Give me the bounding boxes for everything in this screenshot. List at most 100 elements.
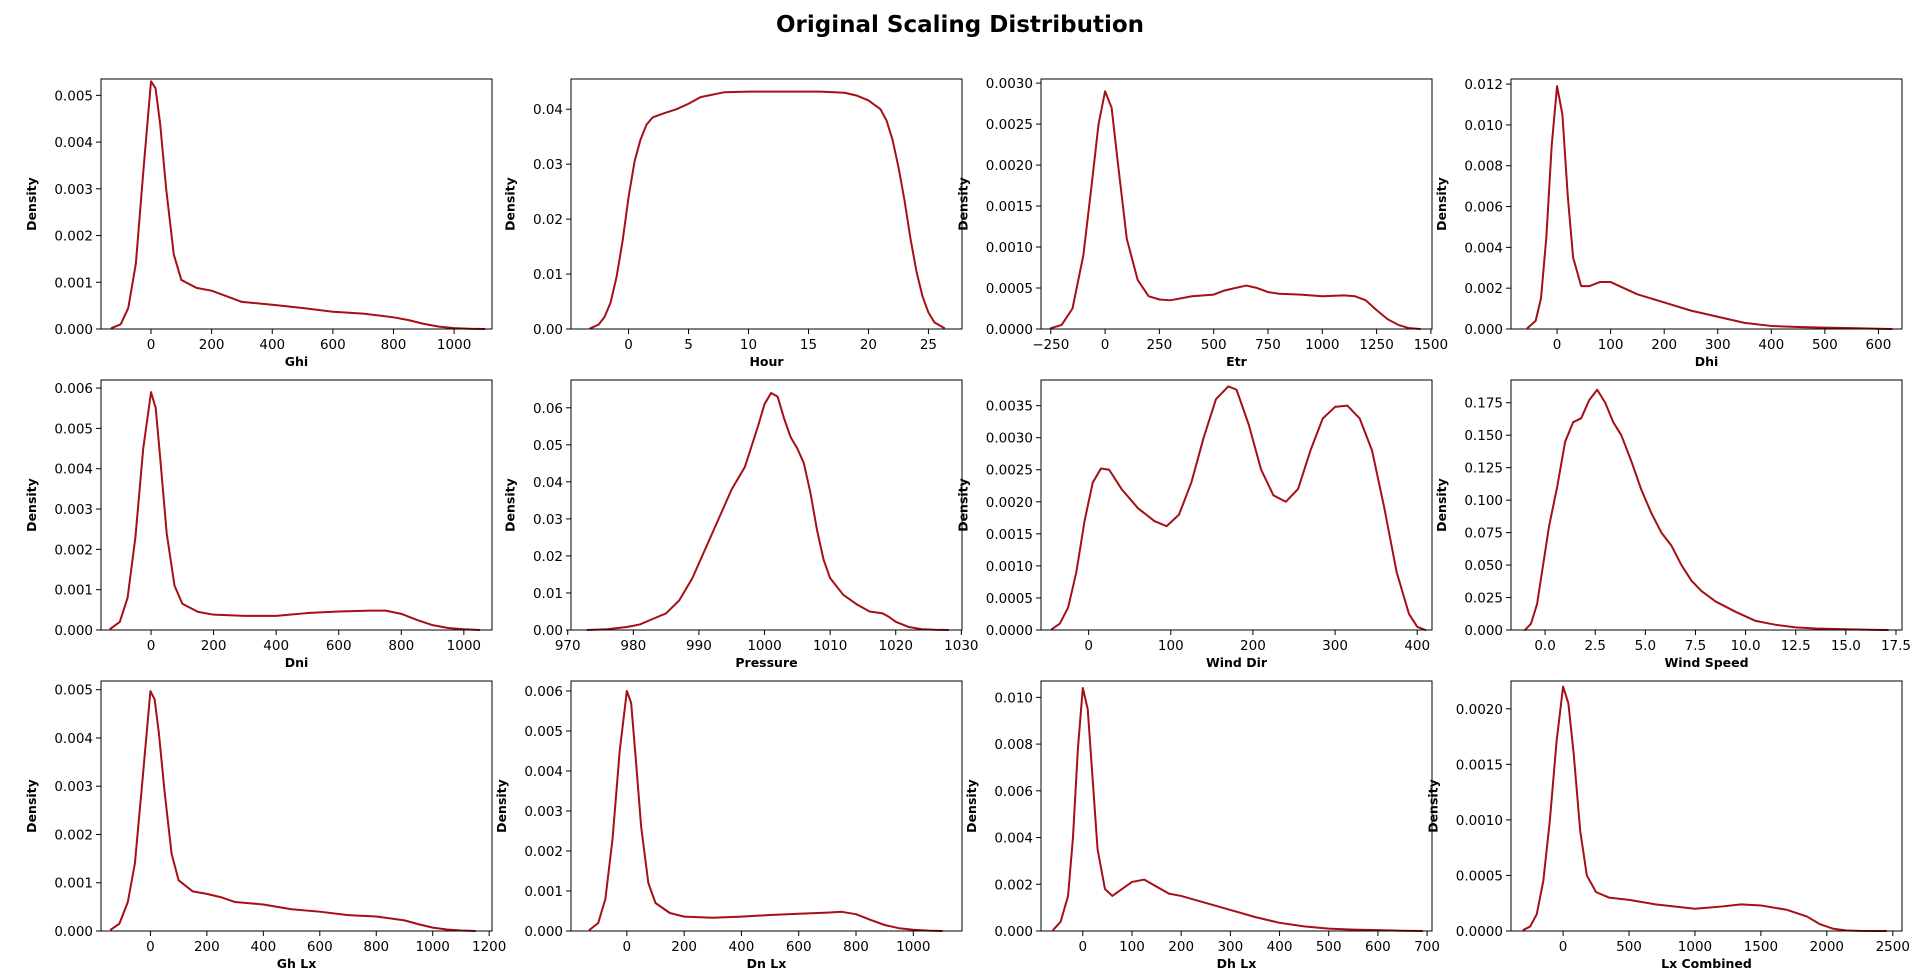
chart-11-xtick-label-5: 2500 xyxy=(1876,939,1910,955)
chart-7-xtick-label-4: 10.0 xyxy=(1731,638,1761,654)
chart-10-xtick-label-5: 500 xyxy=(1316,939,1342,955)
chart-6-ylabel: Density xyxy=(955,478,970,532)
chart-2-axes-frame xyxy=(1040,78,1433,330)
chart-7-ytick-label-5: 0.125 xyxy=(1464,461,1503,477)
chart-2-xtick-label-6: 1250 xyxy=(1359,337,1393,353)
chart-1-density-line xyxy=(589,90,946,330)
chart-7-xtick-label-5: 12.5 xyxy=(1781,638,1811,654)
chart-0-density-line xyxy=(110,80,486,330)
chart-11-ytick-label-1: 0.0005 xyxy=(1456,868,1503,884)
chart-2-xtick-label-4: 750 xyxy=(1255,337,1281,353)
chart-4-axes-frame xyxy=(100,379,493,631)
chart-6-ytick-label-6: 0.0030 xyxy=(986,431,1033,447)
chart-10-ytick-label-3: 0.006 xyxy=(994,784,1033,800)
chart-9-xtick-label-3: 600 xyxy=(786,939,812,955)
chart-1-xlabel: Hour xyxy=(749,354,784,369)
chart-3-density-line xyxy=(1526,85,1893,330)
chart-2-xtick-label-3: 500 xyxy=(1201,337,1227,353)
chart-8-density-line xyxy=(109,690,477,932)
chart-5-density-line xyxy=(586,391,950,631)
chart-3-xlabel: Dhi xyxy=(1695,354,1719,369)
chart-10-xtick-label-3: 300 xyxy=(1217,939,1243,955)
chart-11-ytick-label-4: 0.0020 xyxy=(1456,702,1503,718)
chart-6-xlabel: Wind Dir xyxy=(1206,655,1268,670)
chart-0-axes-frame xyxy=(100,78,493,330)
chart-5-xtick-label-6: 1030 xyxy=(944,638,978,654)
chart-2-xtick-label-2: 250 xyxy=(1146,337,1172,353)
chart-2-ytick-label-1: 0.0005 xyxy=(986,281,1033,297)
chart-10-ylabel: Density xyxy=(964,779,979,833)
chart-4: 0 200 400 600 800 1000 0.000 0.001 0.002 0.003 0.0… xyxy=(24,379,493,670)
chart-9-ytick-label-4: 0.004 xyxy=(524,764,563,780)
chart-4-xtick-label-5: 1000 xyxy=(447,638,481,654)
chart-3-ytick-label-1: 0.002 xyxy=(1464,281,1503,297)
chart-5-axes-frame xyxy=(570,379,963,631)
chart-9-ytick-label-2: 0.002 xyxy=(524,844,563,860)
chart-9-ytick-label-3: 0.003 xyxy=(524,804,563,820)
chart-9-ytick-label-5: 0.005 xyxy=(524,724,563,740)
chart-3-xtick-label-1: 100 xyxy=(1598,337,1624,353)
chart-4-ytick-label-4: 0.004 xyxy=(54,462,93,478)
chart-11-xtick-label-3: 1500 xyxy=(1744,939,1778,955)
chart-5-ylabel: Density xyxy=(503,478,518,532)
chart-1-axes-frame xyxy=(570,78,963,330)
chart-5-ytick-label-3: 0.03 xyxy=(533,512,563,528)
chart-10-xtick-label-2: 200 xyxy=(1168,939,1194,955)
chart-9-xtick-label-1: 200 xyxy=(671,939,697,955)
chart-0-ytick-label-1: 0.001 xyxy=(54,275,93,291)
chart-4-xlabel: Dni xyxy=(285,655,309,670)
chart-9-ytick-label-6: 0.006 xyxy=(524,684,563,700)
chart-7-xtick-label-2: 5.0 xyxy=(1635,638,1656,654)
chart-3-ytick-label-5: 0.010 xyxy=(1464,118,1503,134)
chart-0-xtick-label-0: 0 xyxy=(147,337,156,353)
chart-7-ylabel: Density xyxy=(1434,478,1449,532)
chart-5-ytick-label-5: 0.05 xyxy=(533,438,563,454)
chart-5-ytick-label-1: 0.01 xyxy=(533,586,563,602)
chart-8-ytick-label-1: 0.001 xyxy=(54,876,93,892)
chart-10-ytick-label-0: 0.000 xyxy=(994,924,1033,940)
chart-10-xtick-label-1: 100 xyxy=(1119,939,1145,955)
chart-0-ytick-label-2: 0.002 xyxy=(54,229,93,245)
chart-6-xtick-label-0: 0 xyxy=(1084,638,1093,654)
chart-4-ytick-label-5: 0.005 xyxy=(54,421,93,437)
chart-11-axes-frame xyxy=(1510,680,1903,932)
chart-7-axes-frame xyxy=(1510,379,1903,631)
chart-5-xtick-label-1: 980 xyxy=(620,638,646,654)
chart-9-xtick-label-4: 800 xyxy=(843,939,869,955)
chart-6-ytick-label-2: 0.0010 xyxy=(986,559,1033,575)
chart-3-ylabel: Density xyxy=(1434,177,1449,231)
chart-3: 0 100 200 300 400 500 600 0.000 0.002 0.004 0.006 0… xyxy=(1434,77,1903,369)
chart-1-ytick-label-1: 0.01 xyxy=(533,267,563,283)
chart-10-axes-frame xyxy=(1040,680,1433,932)
chart-8-ylabel: Density xyxy=(24,779,39,833)
chart-5-xtick-label-4: 1010 xyxy=(813,638,847,654)
chart-2-ytick-label-3: 0.0015 xyxy=(986,199,1033,215)
chart-1-xtick-label-5: 25 xyxy=(920,337,937,353)
chart-5-xtick-label-0: 970 xyxy=(555,638,581,654)
chart-5-xlabel: Pressure xyxy=(735,655,797,670)
chart-0-xlabel: Ghi xyxy=(285,354,308,369)
chart-9-density-line xyxy=(588,690,943,932)
chart-8-xtick-label-5: 1000 xyxy=(416,939,450,955)
chart-6-ytick-label-1: 0.0005 xyxy=(986,591,1033,607)
chart-8-ytick-label-0: 0.000 xyxy=(54,924,93,940)
chart-2-ylabel: Density xyxy=(955,177,970,231)
chart-0-ylabel: Density xyxy=(24,177,39,231)
chart-8-xtick-label-4: 800 xyxy=(363,939,389,955)
chart-7-ytick-label-6: 0.150 xyxy=(1464,428,1503,444)
chart-0-xtick-label-5: 1000 xyxy=(437,337,471,353)
chart-8-xtick-label-3: 600 xyxy=(307,939,333,955)
chart-4-ylabel: Density xyxy=(24,478,39,532)
chart-7-density-line xyxy=(1524,388,1889,631)
chart-8-xtick-label-2: 400 xyxy=(250,939,276,955)
chart-4-ytick-label-6: 0.006 xyxy=(54,381,93,397)
chart-10-ytick-label-1: 0.002 xyxy=(994,877,1033,893)
chart-1-ylabel: Density xyxy=(503,177,518,231)
chart-8-ytick-label-3: 0.003 xyxy=(54,779,93,795)
chart-6-ytick-label-0: 0.0000 xyxy=(986,623,1033,639)
chart-1-ytick-label-3: 0.03 xyxy=(533,157,563,173)
chart-7-ytick-label-4: 0.100 xyxy=(1464,493,1503,509)
chart-6: 0 100 200 300 400 0.0000 0.0005 0.0010 0.0015 0.0… xyxy=(955,379,1433,670)
chart-7-xtick-label-7: 17.5 xyxy=(1881,638,1911,654)
